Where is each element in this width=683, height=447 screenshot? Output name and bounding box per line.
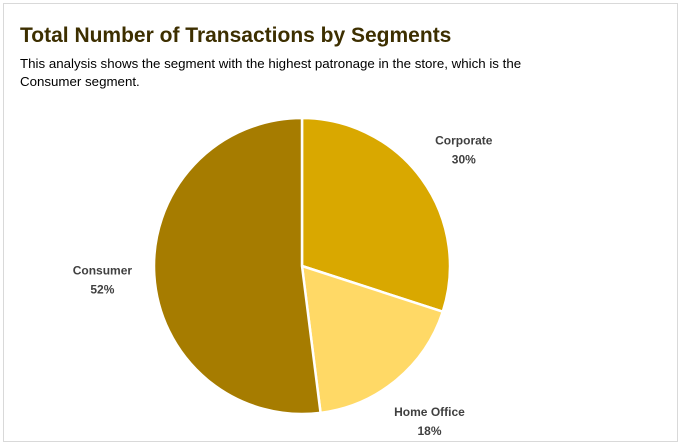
slice-value-corporate: 30% (452, 152, 476, 166)
chart-subtitle: This analysis shows the segment with the… (20, 56, 522, 89)
slice-label-corporate: Corporate (435, 133, 493, 147)
pie-slice-corporate (300, 116, 452, 314)
pie-slice-consumer (152, 116, 322, 416)
slice-value-consumer: 52% (90, 283, 114, 297)
pie-slice-home-office (300, 264, 445, 415)
chart-title: Total Number of Transactions by Segments (20, 24, 452, 47)
slice-label-consumer: Consumer (73, 264, 133, 278)
slice-value-home-office: 18% (417, 424, 441, 438)
slice-label-home-office: Home Office (394, 405, 465, 419)
pie-labels: Corporate 30% Home Office 18% Consumer 52% (73, 133, 493, 438)
pie-slices (152, 116, 452, 416)
